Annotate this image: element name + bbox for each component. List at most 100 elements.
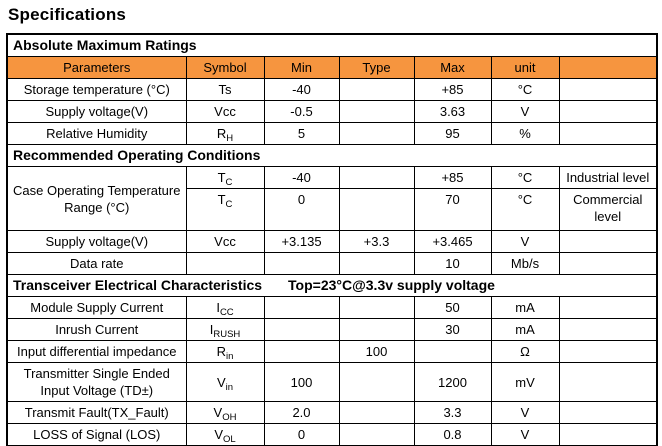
- specifications-table: Absolute Maximum Ratings Parameters Symbol…: [6, 33, 659, 446]
- table-cell: Data rate: [6, 252, 187, 275]
- table-cell: [338, 318, 415, 341]
- table-cell: +3.135: [263, 230, 340, 253]
- table-cell: [558, 296, 658, 319]
- table-cell: Vin: [185, 362, 265, 402]
- section-header-row: Absolute Maximum Ratings: [6, 33, 658, 57]
- column-header-cell: Parameters: [6, 56, 187, 79]
- table-row: Supply voltage(V) Vcc -0.5 3.63 V: [6, 100, 658, 123]
- table-cell: Ts: [185, 78, 265, 101]
- table-cell: 50: [413, 296, 492, 319]
- table-row: Relative Humidity RH 5 95%: [6, 122, 658, 145]
- table-cell: °C: [490, 78, 560, 101]
- table-cell: VOH: [185, 401, 265, 424]
- table-cell: mA: [490, 296, 560, 319]
- table-cell: Storage temperature (°C): [6, 78, 187, 101]
- table-cell: [338, 188, 415, 231]
- table-cell: [263, 296, 340, 319]
- table-cell: [558, 362, 658, 402]
- table-cell: [558, 122, 658, 145]
- table-cell: +85: [413, 78, 492, 101]
- table-row: Supply voltage(V) Vcc +3.135 +3.3 +3.465 V: [6, 230, 658, 253]
- table-cell: V: [490, 423, 560, 446]
- table-row: Module Supply Current ICC 50 mA: [6, 296, 658, 319]
- table-row: TC 0 70 °C Commercial level: [7, 188, 658, 231]
- table-cell: Transmitter Single Ended Input Voltage (…: [6, 362, 187, 402]
- table-cell: [338, 252, 415, 275]
- table-cell: 0: [263, 188, 340, 231]
- table-cell: [558, 401, 658, 424]
- table-cell: [558, 340, 658, 363]
- table-cell: mA: [490, 318, 560, 341]
- table-cell: LOSS of Signal (LOS): [6, 423, 187, 446]
- table-cell: -40: [263, 78, 340, 101]
- table-cell: [338, 401, 415, 424]
- section-header-cell: Transceiver Electrical Characteristics To…: [6, 274, 658, 297]
- table-row: Storage temperature (°C) Ts -40 +85 °C: [6, 78, 658, 101]
- table-cell: Commercial level: [558, 188, 658, 231]
- table-row: Input differential impedance Rin 100 Ω: [6, 340, 658, 363]
- table-cell: TC: [185, 166, 265, 189]
- column-header-cell: unit: [490, 56, 560, 79]
- table-cell: [558, 230, 658, 253]
- table-cell: Case Operating Temperature Range (°C): [6, 166, 187, 231]
- table-cell: °C: [490, 188, 560, 231]
- section-title: Absolute Maximum Ratings: [13, 37, 197, 53]
- table-cell: 1200: [413, 362, 492, 402]
- table-cell: [338, 166, 415, 189]
- table-cell: [558, 318, 658, 341]
- page-title: Specifications: [8, 5, 127, 24]
- table-cell: Transmit Fault(TX_Fault): [6, 401, 187, 424]
- table-cell: V: [490, 100, 560, 123]
- table-cell: [263, 252, 340, 275]
- table-cell: V: [490, 230, 560, 253]
- table-cell: -40: [263, 166, 340, 189]
- spec-table-body: Absolute Maximum Ratings Parameters Symbol…: [6, 33, 658, 446]
- table-cell: 3.3: [413, 401, 492, 424]
- table-cell: VOL: [185, 423, 265, 446]
- column-header-cell: Min: [263, 56, 340, 79]
- table-cell: Input differential impedance: [6, 340, 187, 363]
- table-cell: 0: [263, 423, 340, 446]
- table-cell: [558, 423, 658, 446]
- table-cell: [338, 100, 415, 123]
- section-header-cell: Recommended Operating Conditions: [6, 144, 658, 167]
- section-title: Recommended Operating Conditions: [13, 147, 261, 163]
- table-cell: [263, 340, 340, 363]
- table-cell: Industrial level: [558, 166, 658, 189]
- column-header-cell: Max: [413, 56, 492, 79]
- table-cell: [338, 296, 415, 319]
- column-header-row: Parameters Symbol Min Type Max unit: [6, 56, 658, 79]
- table-cell: [338, 423, 415, 446]
- table-cell: +3.3: [338, 230, 415, 253]
- table-cell: +85: [413, 166, 492, 189]
- table-row: Transmitter Single Ended Input Voltage (…: [6, 362, 658, 402]
- table-row: Inrush Current IRUSH 30 mA: [6, 318, 658, 341]
- section-header-row: Recommended Operating Conditions: [6, 144, 658, 167]
- table-cell: Rin: [185, 340, 265, 363]
- table-cell: 100: [338, 340, 415, 363]
- section-header-row: Transceiver Electrical Characteristics To…: [6, 274, 658, 297]
- column-header-cell: [558, 56, 658, 79]
- table-cell: [185, 252, 265, 275]
- table-cell: 2.0: [263, 401, 340, 424]
- table-cell: V: [490, 401, 560, 424]
- table-cell: Vcc: [185, 230, 265, 253]
- section-condition-note: Top=23°C@3.3v supply voltage: [288, 277, 495, 293]
- table-cell: ICC: [185, 296, 265, 319]
- table-cell: Ω: [490, 340, 560, 363]
- section-header-cell: Absolute Maximum Ratings: [6, 33, 658, 57]
- section-title: Transceiver Electrical Characteristics: [13, 277, 263, 293]
- table-cell: Vcc: [185, 100, 265, 123]
- table-cell: [338, 122, 415, 145]
- table-cell: °C: [490, 166, 560, 189]
- table-cell: IRUSH: [185, 318, 265, 341]
- table-cell: 10: [413, 252, 492, 275]
- table-cell: 0.8: [413, 423, 492, 446]
- table-cell: [263, 318, 340, 341]
- table-row: LOSS of Signal (LOS) VOL 0 0.8 V: [6, 423, 658, 446]
- table-cell: Relative Humidity: [6, 122, 187, 145]
- table-row: Case Operating Temperature Range (°C) TC -…: [6, 166, 658, 231]
- table-cell: [558, 252, 658, 275]
- table-row: Transmit Fault(TX_Fault) VOH 2.0 3.3 V: [6, 401, 658, 424]
- column-header-cell: Type: [338, 56, 415, 79]
